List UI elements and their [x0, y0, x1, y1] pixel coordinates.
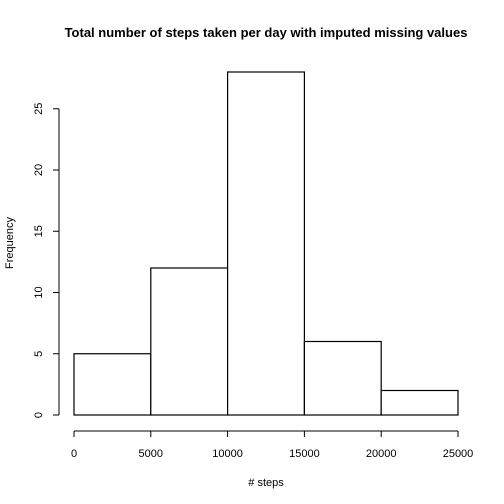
y-tick-label-1: 5 [33, 351, 45, 357]
bars-group [73, 71, 459, 416]
y-axis: 0 5 10 15 20 25 [33, 103, 60, 418]
x-tick-label-0: 0 [71, 448, 77, 460]
x-tick-label-1: 5000 [139, 448, 163, 460]
x-axis: 0 5000 10000 15000 20000 25000 [71, 430, 474, 460]
y-tick-label-3: 15 [33, 225, 45, 237]
x-axis-title: # steps [248, 477, 284, 489]
y-tick-label-4: 20 [33, 164, 45, 176]
x-tick-label-4: 20000 [366, 448, 397, 460]
histogram-bar-3 [303, 340, 382, 416]
y-tick-label-0: 0 [33, 412, 45, 418]
histogram-bar-0 [73, 353, 152, 416]
histogram-bar-2 [227, 71, 306, 416]
y-tick-label-2: 10 [33, 286, 45, 298]
y-axis-title: Frequency [4, 217, 16, 269]
histogram-bar-4 [380, 389, 459, 416]
x-tick-label-2: 10000 [212, 448, 243, 460]
x-tick-label-3: 15000 [289, 448, 320, 460]
histogram-bar-1 [150, 267, 229, 416]
x-tick-label-5: 25000 [443, 448, 474, 460]
chart-title: Total number of steps taken per day with… [65, 25, 468, 40]
y-tick-label-5: 25 [33, 103, 45, 115]
